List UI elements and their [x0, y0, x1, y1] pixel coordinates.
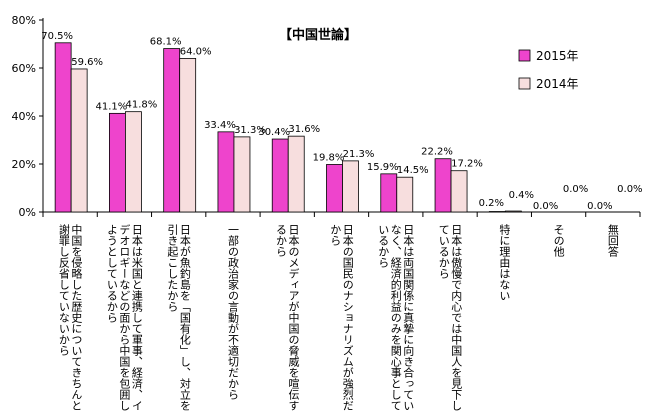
- bars: [54, 42, 522, 213]
- category-label-line: るから: [274, 224, 287, 257]
- category-label: その他: [552, 224, 565, 257]
- data-label: 17.2%: [451, 159, 483, 170]
- category-label: 日本は米国と連携して軍事、経済、イデオロギーなどの面から中国を包囲しようとしてい…: [105, 223, 143, 411]
- bar-2014: [396, 176, 414, 213]
- data-label: 68.1%: [150, 37, 182, 48]
- bar-2014: [179, 58, 197, 213]
- category-label-line: 日本のメディアが中国の脅威を喧伝す: [287, 224, 300, 411]
- legend: 2015年 2014年: [518, 49, 579, 91]
- bar-2014: [287, 135, 305, 213]
- data-label: 15.9%: [367, 162, 399, 173]
- data-label: 0.2%: [479, 198, 504, 209]
- category-label-line: 日本は米国と連携して軍事、経済、イ: [130, 224, 143, 411]
- bar-2015: [54, 42, 72, 213]
- axes: 0% 20% 40% 60% 80%: [12, 14, 641, 219]
- category-label-line: 謝罪し反省していないから: [57, 223, 70, 356]
- data-label: 0.0%: [533, 201, 558, 212]
- data-label: 41.1%: [96, 101, 128, 112]
- data-label: 0.0%: [563, 184, 588, 195]
- data-label: 59.6%: [71, 57, 103, 68]
- legend-label: 2014年: [536, 77, 579, 91]
- data-label: 41.8%: [126, 100, 158, 111]
- bar-2015: [434, 158, 452, 213]
- bar-2014: [233, 136, 251, 213]
- category-label: 一部の政治家の言動が不適切だから: [226, 224, 239, 400]
- category-label-line: 日本は両国関係に真摯に向き合ってい: [402, 224, 415, 411]
- bar-2014: [504, 210, 522, 213]
- bar-2015: [163, 48, 181, 213]
- data-labels: 70.5% 41.1% 68.1% 33.4% 30.4% 19.8% 15.9% 22.2%…: [41, 31, 642, 212]
- legend-swatch-2014: [518, 77, 531, 90]
- bar-2015: [271, 138, 289, 213]
- data-label: 0.0%: [617, 184, 642, 195]
- category-label-line: なく、経済的利益のみを関心事として: [389, 224, 402, 411]
- y-tick-label: 80%: [12, 14, 36, 27]
- bar-2014: [70, 68, 88, 213]
- data-label: 0.0%: [587, 201, 612, 212]
- category-label-line: 一部の政治家の言動が不適切だから: [226, 224, 239, 400]
- category-label-line: 日本が魚釣島を「国有化」し、対立を: [178, 224, 191, 411]
- y-tick-label: 40%: [12, 110, 36, 123]
- category-label: 特に理由はない: [498, 223, 511, 301]
- category-label-line: ようとしているから: [105, 224, 118, 323]
- category-label-line: 日本は傲慢で内心では中国人を見下し: [450, 224, 463, 411]
- data-label: 33.4%: [204, 120, 236, 131]
- data-label: 31.6%: [288, 124, 320, 135]
- bar-2015: [326, 164, 343, 213]
- legend-label: 2015年: [536, 49, 579, 63]
- category-label-line: 日本の国民のナショナリズムが強烈だ: [341, 224, 354, 411]
- data-label: 64.0%: [180, 46, 212, 57]
- category-label-line: 無回答: [606, 223, 619, 258]
- category-label-line: 中国を侵略した歴史についてきちんと: [70, 224, 83, 411]
- data-label: 70.5%: [41, 31, 73, 42]
- chart-title: 【中国世論】: [279, 27, 357, 43]
- y-tick-label: 20%: [12, 158, 36, 171]
- category-label-line: いるから: [377, 224, 390, 268]
- category-label-line: 引き起こしたから: [166, 223, 179, 312]
- data-label: 14.5%: [397, 165, 429, 176]
- legend-swatch-2015: [518, 49, 531, 62]
- bar-2014: [342, 160, 359, 213]
- category-label-line: ているから: [437, 224, 450, 279]
- bar-2015: [109, 112, 126, 213]
- bar-2014: [125, 111, 142, 213]
- bar-2014: [450, 170, 468, 213]
- category-label-line: から: [329, 224, 342, 246]
- category-label-line: 特に理由はない: [498, 223, 511, 301]
- data-label: 19.8%: [313, 152, 345, 163]
- data-label: 31.3%: [234, 125, 266, 136]
- bar-2015: [217, 131, 235, 213]
- data-label: 0.4%: [509, 190, 534, 201]
- data-label: 22.2%: [421, 147, 453, 158]
- bar-2015: [380, 173, 398, 213]
- category-label-line: その他: [552, 224, 565, 257]
- category-label: 無回答: [606, 223, 619, 258]
- y-tick-label: 0%: [19, 206, 36, 219]
- data-label: 30.4%: [258, 127, 290, 138]
- y-tick-label: 60%: [12, 62, 36, 75]
- category-label-line: デオロギーなどの面から中国を包囲し: [118, 223, 131, 411]
- data-label: 21.3%: [343, 149, 375, 160]
